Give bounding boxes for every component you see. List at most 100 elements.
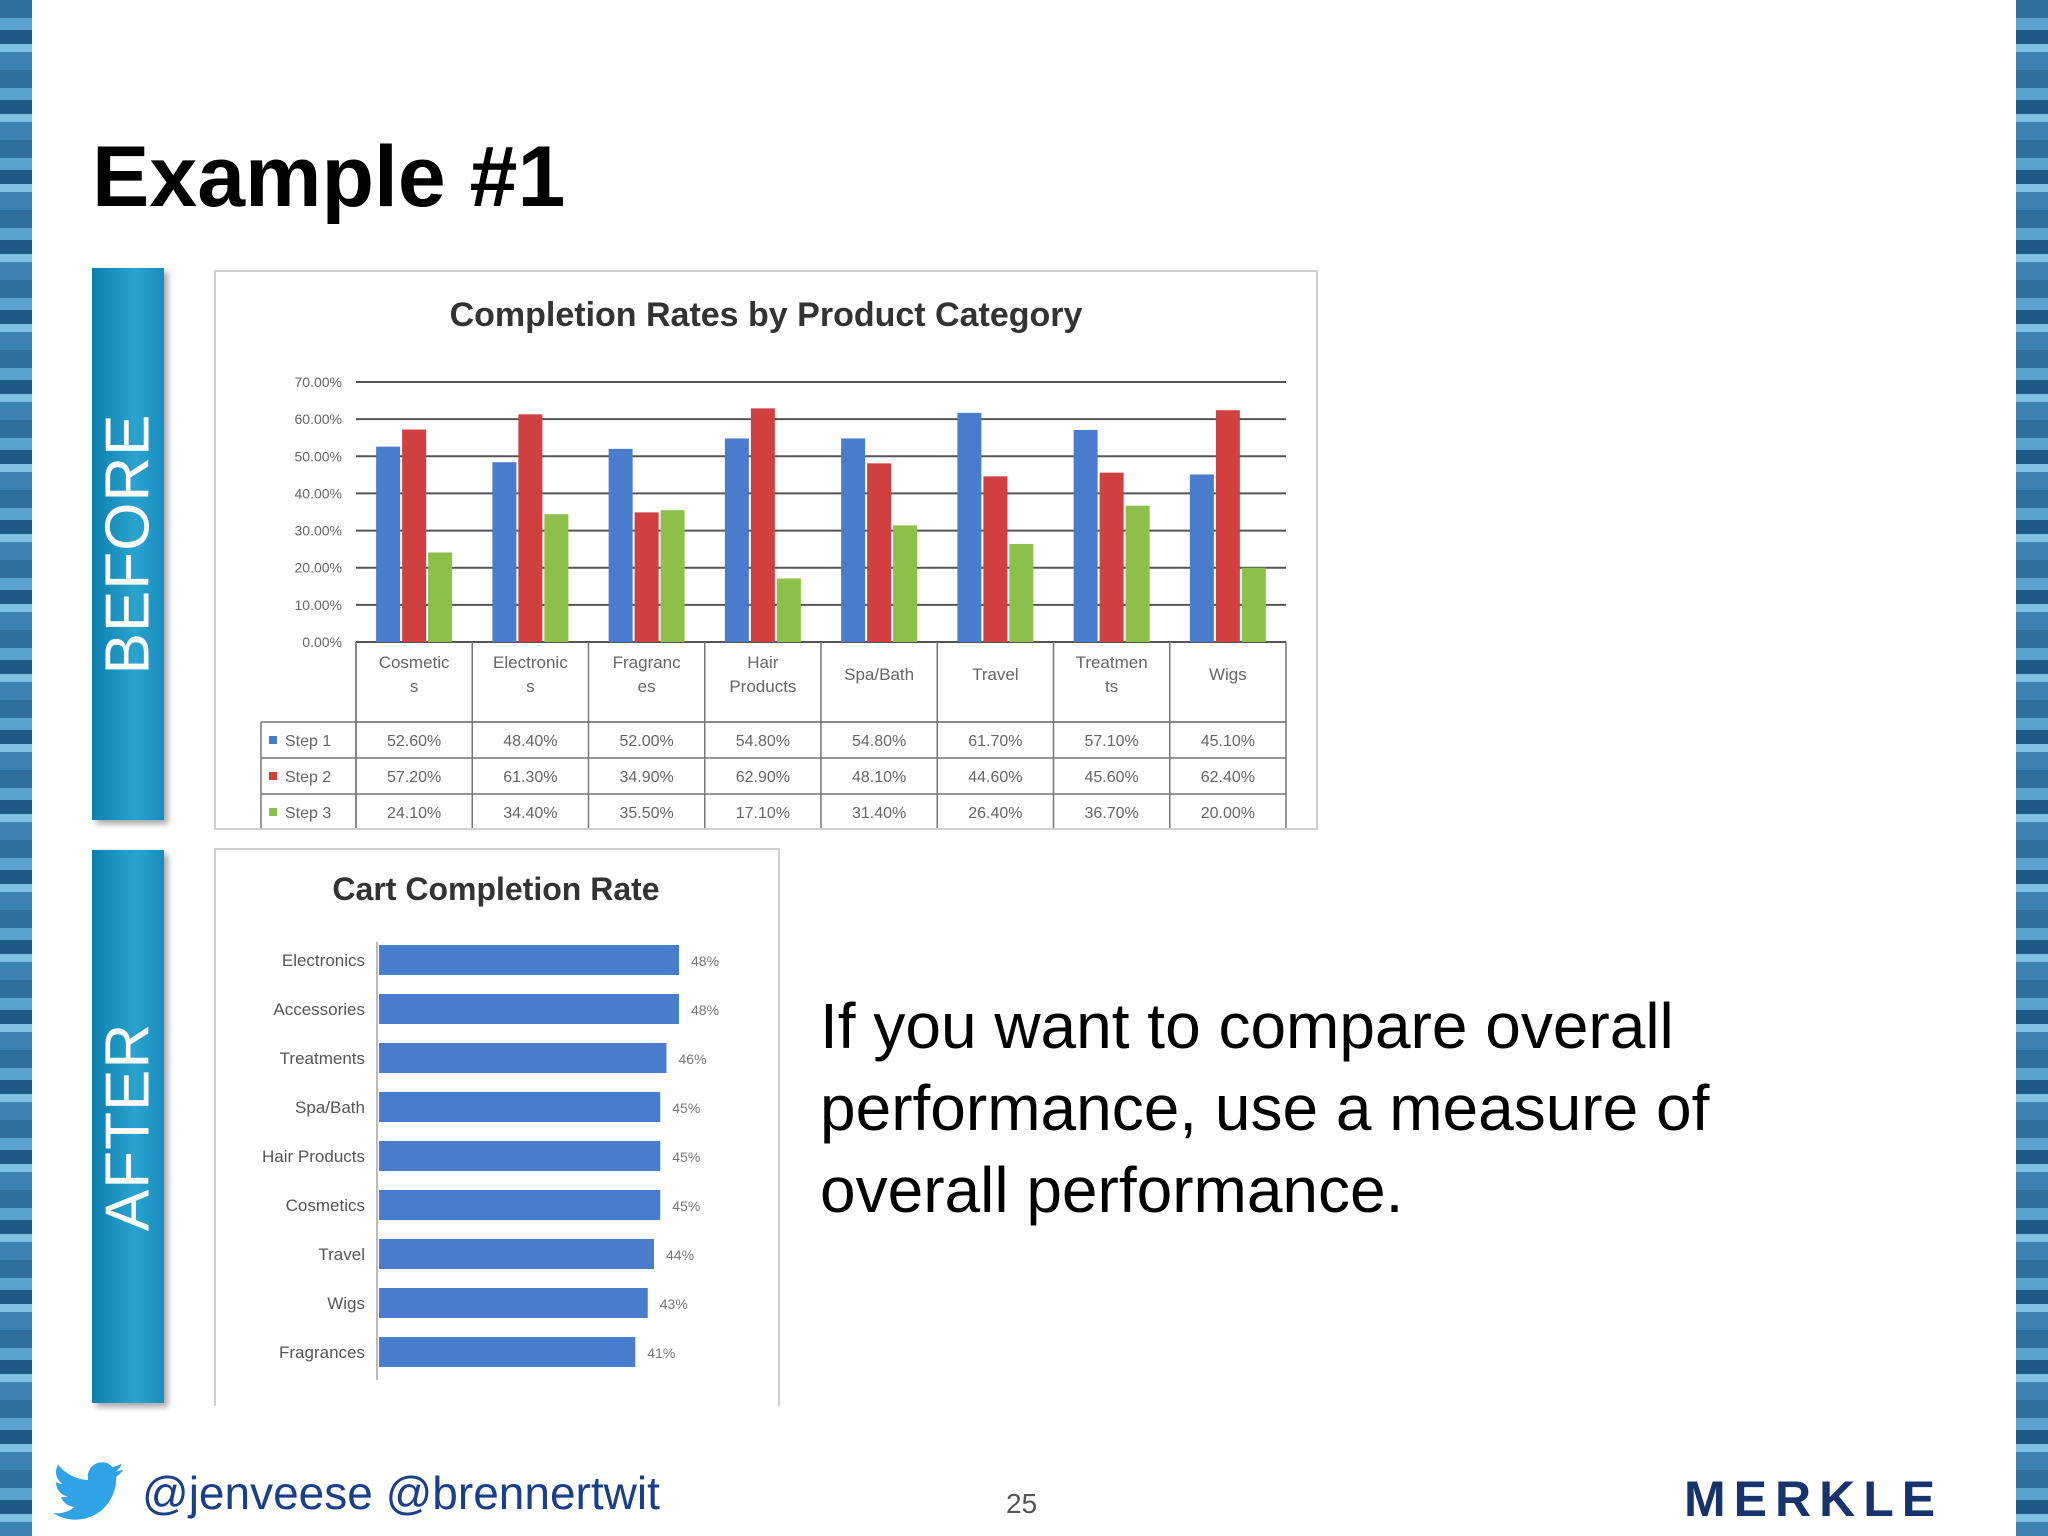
bar-step-2: [402, 429, 427, 642]
x-category-label: Treatmen ts: [1076, 653, 1148, 696]
bar: [379, 1043, 667, 1073]
y-tick-label: 0.00%: [302, 634, 342, 650]
bar-step-2: [1099, 472, 1124, 642]
body-text: If you want to compare overall performan…: [820, 990, 1710, 1226]
x-category-label: Wigs: [1209, 665, 1247, 684]
legend-swatch: [269, 808, 277, 816]
category-label: Wigs: [327, 1294, 365, 1313]
bar-step-2: [750, 408, 775, 642]
data-label: 45.60%: [1084, 769, 1138, 786]
data-label: 35.50%: [619, 805, 673, 822]
data-label: 52.60%: [387, 733, 441, 750]
bar: [379, 1288, 648, 1318]
bar: [379, 1337, 636, 1367]
data-label: 20.00%: [1201, 805, 1255, 822]
y-tick-label: 40.00%: [295, 485, 342, 501]
chart-title: Completion Rates by Product Category: [450, 296, 1083, 334]
left-decorative-border: [0, 0, 32, 1536]
x-category-label: Travel: [972, 665, 1019, 684]
bar-step-3: [1241, 567, 1266, 642]
data-label: 44.60%: [968, 769, 1022, 786]
bar-step-3: [893, 525, 918, 642]
bar-step-2: [518, 414, 543, 642]
data-label: 48.10%: [852, 769, 906, 786]
bar-step-2: [867, 463, 892, 642]
data-label: 26.40%: [968, 805, 1022, 822]
data-label: 44%: [666, 1247, 694, 1263]
data-label: 46%: [679, 1051, 707, 1067]
bar-step-3: [1125, 505, 1150, 642]
category-label: Accessories: [273, 1000, 365, 1019]
category-label: Cosmetics: [286, 1196, 365, 1215]
y-tick-label: 70.00%: [295, 374, 342, 390]
data-label: 41%: [647, 1345, 675, 1361]
bar-step-3: [1009, 543, 1034, 642]
x-category-label: Cosmetic s: [379, 653, 450, 696]
before-tag: BEFORE: [92, 268, 164, 820]
legend-swatch: [269, 772, 277, 780]
y-tick-label: 30.00%: [295, 523, 342, 539]
data-label: 17.10%: [736, 805, 790, 822]
legend-label: Step 1: [285, 733, 331, 750]
y-tick-label: 60.00%: [295, 411, 342, 427]
y-tick-label: 20.00%: [295, 560, 342, 576]
x-category-label: Electronic s: [493, 653, 568, 696]
after-label: AFTER: [93, 1022, 163, 1231]
bar-step-3: [544, 514, 569, 642]
data-label: 34.90%: [619, 769, 673, 786]
data-label: 54.80%: [736, 733, 790, 750]
bar-step-1: [1073, 429, 1098, 642]
completion-rates-chart: Completion Rates by Product Category 0.00…: [260, 296, 1287, 828]
data-label: 52.00%: [619, 733, 673, 750]
y-tick-label: 10.00%: [295, 597, 342, 613]
after-chart: Cart Completion Rate Electronics 48% Access…: [214, 848, 780, 1406]
data-label: 57.20%: [387, 769, 441, 786]
bar: [379, 994, 679, 1024]
data-label: 45.10%: [1201, 733, 1255, 750]
data-label: 61.30%: [503, 769, 557, 786]
bar-step-3: [660, 510, 685, 642]
bar-step-2: [1215, 410, 1240, 642]
after-tag: AFTER: [92, 850, 164, 1403]
before-chart: Completion Rates by Product Category 0.00…: [214, 270, 1318, 830]
category-label: Fragrances: [279, 1343, 365, 1362]
data-label: 54.80%: [852, 733, 906, 750]
data-label: 48%: [691, 953, 719, 969]
page-number: 25: [1006, 1488, 1038, 1519]
bar-step-3: [776, 578, 801, 642]
category-label: Spa/Bath: [295, 1098, 365, 1117]
y-tick-label: 50.00%: [295, 448, 342, 464]
bar: [379, 1092, 661, 1122]
x-category-label: Fragranc es: [613, 653, 682, 696]
twitter-bird-icon: [53, 1462, 124, 1520]
right-decorative-border: [2016, 0, 2048, 1536]
data-label: 43%: [660, 1296, 688, 1312]
legend-label: Step 2: [285, 769, 331, 786]
bar-step-1: [724, 438, 749, 642]
category-label: Treatments: [280, 1049, 365, 1068]
bar: [379, 945, 679, 975]
merkle-logo: MERKLE: [1684, 1471, 1944, 1527]
data-label: 24.10%: [387, 805, 441, 822]
data-label: 57.10%: [1084, 733, 1138, 750]
cart-completion-chart: Cart Completion Rate Electronics 48% Access…: [262, 871, 719, 1380]
category-label: Hair Products: [262, 1147, 365, 1166]
bar-step-1: [841, 438, 866, 642]
x-category-label: Spa/Bath: [844, 665, 914, 684]
chart-title: Cart Completion Rate: [332, 871, 659, 907]
bar-step-3: [428, 552, 453, 642]
data-label: 34.40%: [503, 805, 557, 822]
bar-step-1: [376, 446, 401, 642]
data-label: 45%: [672, 1149, 700, 1165]
twitter-handles: @jenveese @brennertwit: [142, 1467, 660, 1519]
bar-step-2: [634, 512, 659, 642]
data-label: 36.70%: [1084, 805, 1138, 822]
x-category-label: Hair Products: [729, 653, 796, 696]
data-label: 62.90%: [736, 769, 790, 786]
before-label: BEFORE: [93, 413, 163, 675]
data-label: 45%: [672, 1198, 700, 1214]
data-label: 31.40%: [852, 805, 906, 822]
bar-step-1: [608, 448, 633, 642]
legend-swatch: [269, 736, 277, 744]
legend-label: Step 3: [285, 805, 331, 822]
